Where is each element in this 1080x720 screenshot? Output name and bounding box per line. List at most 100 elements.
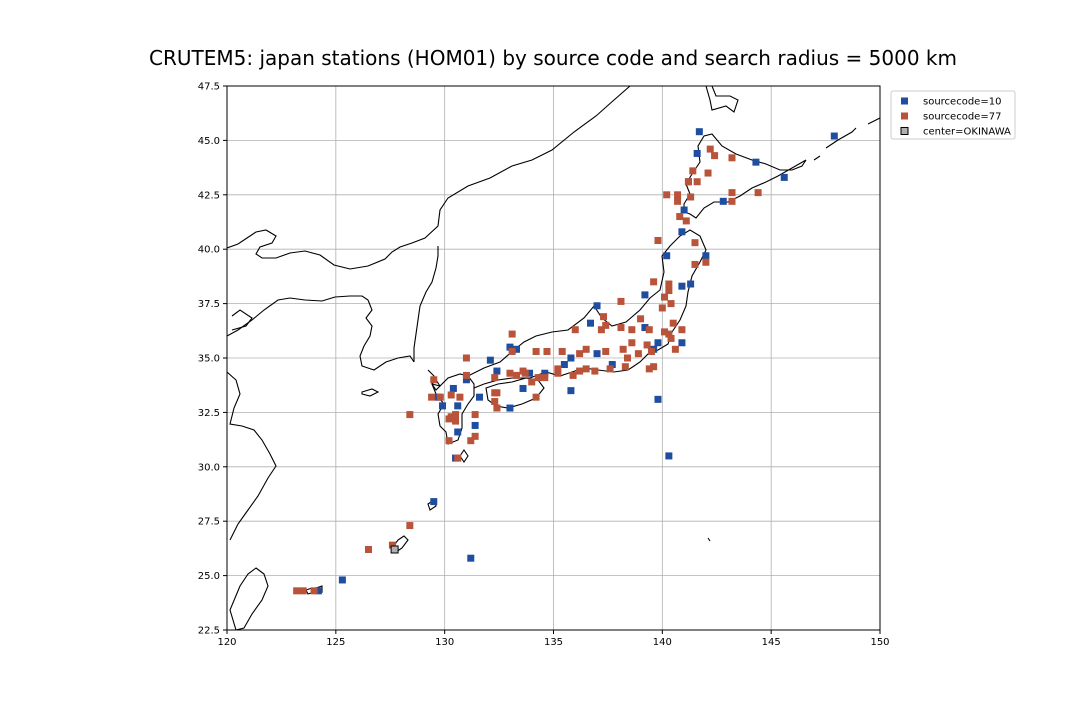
station-marker-sourcecode-10 [449,384,457,392]
station-marker-sourcecode-77 [728,189,736,197]
station-marker-sourcecode-10 [752,158,760,166]
station-marker-sourcecode-77 [687,193,695,201]
legend-box [890,90,1016,140]
station-marker-sourcecode-77 [569,371,577,379]
station-marker-sourcecode-77 [310,587,318,595]
station-marker-sourcecode-10 [830,132,838,140]
coastline-map [227,86,880,630]
legend-label: sourcecode=10 [923,97,1001,108]
station-marker-sourcecode-77 [676,213,684,221]
station-marker-sourcecode-77 [643,341,651,349]
station-marker-sourcecode-10 [438,402,446,410]
station-marker-sourcecode-10 [314,587,322,595]
station-marker-sourcecode-77 [508,330,516,338]
station-marker-sourcecode-77 [602,321,610,329]
station-marker-sourcecode-77 [647,347,655,355]
station-marker-sourcecode-77 [711,152,719,160]
station-marker-sourcecode-10 [678,228,686,236]
station-marker-sourcecode-77 [645,326,653,334]
kyushu-coast [427,369,475,445]
station-marker-sourcecode-10 [567,387,575,395]
station-marker-sourcecode-77 [428,393,436,401]
station-marker-sourcecode-77 [512,371,520,379]
y-tick-label: 25.0 [198,571,220,582]
station-marker-sourcecode-10 [780,173,788,181]
station-marker-sourcecode-77 [582,365,590,373]
legend-marker [900,127,909,135]
station-marker-sourcecode-10 [663,252,671,260]
legend: sourcecode=10 sourcecode=77 center=OKINAWA [890,90,1016,140]
x-tick-label: 145 [762,637,781,648]
legend-label: center=OKINAWA [923,127,1011,138]
station-marker-sourcecode-77 [445,437,453,445]
legend-marker [901,97,908,105]
station-marker-sourcecode-77 [654,236,662,244]
station-marker-sourcecode-77 [519,367,527,375]
station-marker-sourcecode-77 [532,393,540,401]
station-marker-sourcecode-77 [658,304,666,312]
station-marker-sourcecode-10 [526,369,534,377]
y-tick-label: 27.5 [198,517,220,528]
station-marker-sourcecode-77 [667,334,675,342]
station-marker-sourcecode-10 [680,206,688,214]
plot-frame [226,85,881,631]
station-marker-sourcecode-10 [678,282,686,290]
station-marker-sourcecode-77 [597,326,605,334]
station-marker-sourcecode-77 [467,437,475,445]
station-marker-sourcecode-10 [430,498,438,506]
station-marker-sourcecode-77 [650,278,658,286]
station-marker-sourcecode-77 [364,545,372,553]
x-tick-label: 135 [544,637,563,648]
station-marker-sourcecode-77 [619,345,627,353]
station-marker-sourcecode-77 [691,260,699,268]
station-marker-sourcecode-10 [462,376,470,384]
station-marker-sourcecode-77 [571,326,579,334]
station-marker-sourcecode-77 [674,197,682,205]
station-marker-sourcecode-77 [491,389,499,397]
station-marker-sourcecode-77 [674,191,682,199]
center-marker [390,545,399,554]
station-marker-sourcecode-10 [541,369,549,377]
station-marker-sourcecode-10 [641,291,649,299]
tanegashima [459,449,469,463]
station-marker-sourcecode-10 [506,404,514,412]
station-marker-sourcecode-77 [728,197,736,205]
taiwan [229,567,269,630]
station-marker-sourcecode-10 [454,428,462,436]
station-marker-sourcecode-10 [719,197,727,205]
station-marker-sourcecode-10 [587,319,595,327]
station-marker-sourcecode-77 [667,300,675,308]
station-marker-sourcecode-10 [493,367,501,375]
station-marker-sourcecode-77 [447,391,455,399]
china-east-coast [227,371,277,541]
station-marker-sourcecode-10 [654,395,662,403]
station-marker-sourcecode-77 [543,347,551,355]
korea-west-coast [359,299,415,371]
korea-east-coast [413,246,439,362]
station-marker-sourcecode-77 [706,145,714,153]
y-tick-label: 40.0 [198,245,220,256]
station-marker-sourcecode-77 [541,374,549,382]
x-tick-label: 150 [870,637,889,648]
station-marker-sourcecode-10 [467,554,475,562]
sakhalin-coast [705,86,739,113]
station-marker-sourcecode-10 [693,149,701,157]
station-marker-sourcecode-10 [519,384,527,392]
station-marker-sourcecode-77 [691,239,699,247]
station-marker-sourcecode-77 [754,189,762,197]
shandong-coast [231,309,253,331]
station-marker-sourcecode-77 [728,154,736,162]
station-marker-sourcecode-77 [665,280,673,288]
station-marker-sourcecode-77 [471,411,479,419]
station-marker-sourcecode-77 [582,345,590,353]
legend-marker [901,112,908,120]
station-marker-sourcecode-77 [471,432,479,440]
station-marker-sourcecode-10 [486,356,494,364]
station-marker-sourcecode-77 [591,367,599,375]
y-tick-label: 30.0 [198,462,220,473]
station-marker-sourcecode-77 [669,319,677,327]
station-marker-sourcecode-77 [617,297,625,305]
y-tick-label: 22.5 [198,626,220,637]
x-tick-label: 120 [217,637,236,648]
